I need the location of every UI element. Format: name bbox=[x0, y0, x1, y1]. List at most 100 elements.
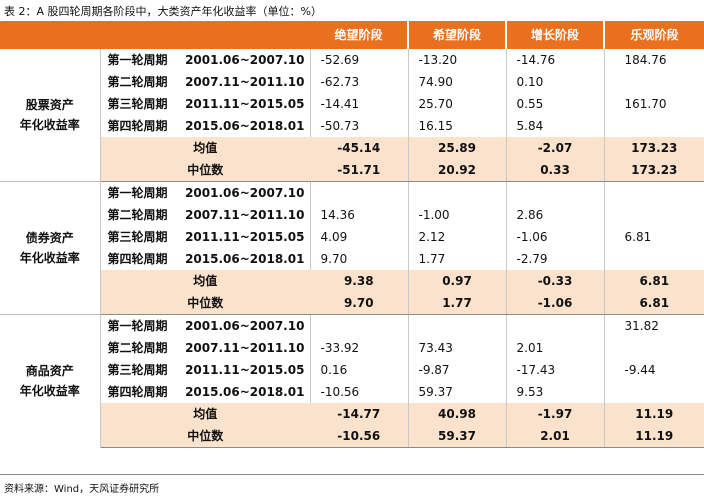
summary-value: 6.81 bbox=[603, 270, 704, 292]
value-cell bbox=[603, 204, 704, 226]
summary-row-median: 中位数 -51.71 20.92 0.33 173.23 bbox=[0, 159, 704, 182]
cycle-dates: 2011.11~2015.05 bbox=[180, 93, 311, 115]
value-cell bbox=[505, 181, 604, 204]
summary-value: 11.19 bbox=[603, 403, 704, 425]
cycle-label: 第一轮周期 bbox=[100, 314, 180, 337]
asset-group-label: 商品资产 年化收益率 bbox=[0, 314, 101, 448]
cycle-dates: 2015.06~2018.01 bbox=[180, 381, 311, 403]
value-cell: -2.79 bbox=[505, 248, 604, 270]
summary-value: -1.97 bbox=[505, 403, 604, 425]
asset-label-line2: 年化收益率 bbox=[19, 118, 80, 132]
value-cell: -62.73 bbox=[320, 75, 360, 89]
summary-value: -45.14 bbox=[310, 137, 408, 159]
value-cell: -17.43 bbox=[505, 359, 604, 381]
table-row: 第三轮周期 2011.11~2015.05 4.09 2.12 -1.06 6.81 bbox=[0, 226, 704, 248]
value-cell: -50.73 bbox=[320, 119, 360, 133]
value-cell bbox=[505, 314, 604, 337]
summary-value: 11.19 bbox=[603, 425, 704, 448]
asset-label-line1: 股票资产 bbox=[25, 98, 74, 112]
table-row: 第三轮周期 2011.11~2015.05 0.16 -9.87 -17.43 -9.44 bbox=[0, 359, 704, 381]
summary-value: 173.23 bbox=[603, 137, 704, 159]
summary-value: 173.23 bbox=[603, 159, 704, 182]
cycle-dates: 2011.11~2015.05 bbox=[180, 359, 311, 381]
summary-label: 中位数 bbox=[100, 425, 310, 448]
summary-row-mean: 均值 -45.14 25.89 -2.07 173.23 bbox=[0, 137, 704, 159]
summary-value: -51.71 bbox=[310, 159, 408, 182]
summary-row-mean: 均值 -14.77 40.98 -1.97 11.19 bbox=[0, 403, 704, 425]
cycle-dates: 2007.11~2011.10 bbox=[180, 204, 311, 226]
cycle-dates: 2007.11~2011.10 bbox=[180, 337, 311, 359]
value-cell: -14.41 bbox=[320, 97, 360, 111]
value-cell: 2.12 bbox=[407, 226, 506, 248]
source-note: 资料来源：Wind，天风证券研究所 bbox=[4, 484, 160, 495]
value-cell bbox=[310, 181, 408, 204]
summary-value: 20.92 bbox=[407, 159, 506, 182]
header-optimism: 乐观阶段 bbox=[603, 21, 704, 49]
value-cell: -14.76 bbox=[505, 49, 604, 71]
summary-value: -1.06 bbox=[505, 292, 604, 315]
cycle-label: 第三轮周期 bbox=[107, 363, 168, 377]
header-growth: 增长阶段 bbox=[505, 21, 604, 49]
summary-label: 均值 bbox=[100, 403, 310, 425]
asset-label-line1: 债券资产 bbox=[25, 231, 74, 245]
value-cell: 0.10 bbox=[505, 71, 604, 93]
summary-label: 均值 bbox=[100, 270, 310, 292]
value-cell: 9.70 bbox=[320, 252, 348, 266]
value-cell bbox=[603, 115, 704, 137]
cycle-dates: 2011.11~2015.05 bbox=[180, 226, 311, 248]
summary-value: 9.70 bbox=[310, 292, 408, 315]
value-cell: 9.53 bbox=[505, 381, 604, 403]
value-cell: 0.55 bbox=[505, 93, 604, 115]
summary-value: -0.33 bbox=[505, 270, 604, 292]
value-cell: -9.44 bbox=[603, 359, 704, 381]
table-row: 第四轮周期 2015.06~2018.01 -50.73 16.15 5.84 bbox=[0, 115, 704, 137]
summary-value: 25.89 bbox=[407, 137, 506, 159]
table-row: 股票资产 年化收益率 第一轮周期 2001.06~2007.10 -52.69 -13.2… bbox=[0, 49, 704, 182]
asset-label-line1: 商品资产 bbox=[25, 364, 74, 379]
summary-value: 9.38 bbox=[310, 270, 408, 292]
summary-value: -14.77 bbox=[310, 403, 408, 425]
summary-value: 0.97 bbox=[407, 270, 506, 292]
cycle-dates: 2015.06~2018.01 bbox=[180, 248, 311, 270]
summary-value: 1.77 bbox=[407, 292, 506, 315]
cycle-label: 第四轮周期 bbox=[107, 385, 168, 399]
summary-value: -10.56 bbox=[310, 425, 408, 448]
cycle-label: 第四轮周期 bbox=[107, 252, 168, 266]
cycle-label: 第二轮周期 bbox=[107, 75, 168, 89]
cycle-dates: 2007.11~2011.10 bbox=[180, 71, 311, 93]
value-cell: 14.36 bbox=[320, 208, 355, 222]
summary-row-median: 中位数 -10.56 59.37 2.01 11.19 bbox=[0, 425, 704, 448]
cycle-dates: 2015.06~2018.01 bbox=[180, 115, 311, 137]
value-cell: 1.77 bbox=[407, 248, 506, 270]
table-row: 第三轮周期 2011.11~2015.05 -14.41 25.70 0.55 161.7… bbox=[0, 93, 704, 115]
cycle-label: 第三轮周期 bbox=[107, 230, 168, 244]
summary-value: 6.81 bbox=[603, 292, 704, 315]
value-cell: 0.16 bbox=[320, 363, 348, 377]
cycle-label: 第二轮周期 bbox=[107, 341, 168, 355]
table-header: 绝望阶段 希望阶段 增长阶段 乐观阶段 bbox=[0, 21, 704, 49]
value-cell: 2.86 bbox=[505, 204, 604, 226]
value-cell: 16.15 bbox=[407, 115, 506, 137]
summary-label: 均值 bbox=[100, 137, 310, 159]
cycle-label: 第二轮周期 bbox=[107, 208, 168, 222]
summary-row-mean: 均值 9.38 0.97 -0.33 6.81 bbox=[0, 270, 704, 292]
value-cell bbox=[407, 314, 506, 337]
table-body: 股票资产 年化收益率 第一轮周期 2001.06~2007.10 -52.69 -13.2… bbox=[0, 49, 704, 448]
value-cell: -1.00 bbox=[407, 204, 506, 226]
value-cell bbox=[603, 181, 704, 204]
asset-label-line2: 年化收益率 bbox=[19, 384, 80, 399]
table-row: 第二轮周期 2007.11~2011.10 -62.73 74.90 0.10 bbox=[0, 71, 704, 93]
value-cell bbox=[603, 71, 704, 93]
cycle-dates: 2001.06~2007.10 bbox=[180, 314, 311, 337]
value-cell: 74.90 bbox=[407, 71, 506, 93]
value-cell: 184.76 bbox=[603, 49, 704, 71]
value-cell bbox=[407, 181, 506, 204]
value-cell: 31.82 bbox=[603, 314, 704, 337]
value-cell: -33.92 bbox=[320, 341, 360, 355]
value-cell: -13.20 bbox=[407, 49, 506, 71]
value-cell: 161.70 bbox=[603, 93, 704, 115]
value-cell: 73.43 bbox=[407, 337, 506, 359]
cycle-dates: 2001.06~2007.10 bbox=[180, 181, 311, 204]
value-cell bbox=[603, 381, 704, 403]
value-cell bbox=[310, 314, 408, 337]
